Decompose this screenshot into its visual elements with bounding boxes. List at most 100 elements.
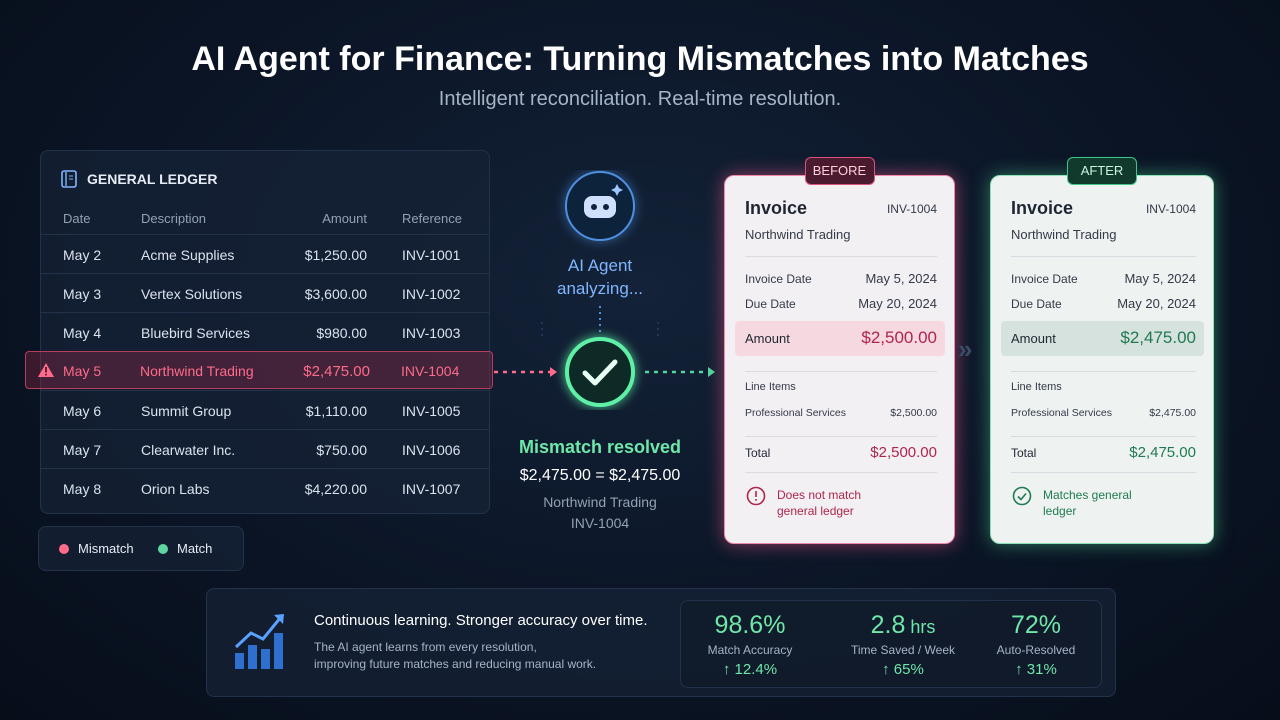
growth-icon [234, 614, 284, 669]
ledger-cell: May 5 [63, 363, 102, 379]
ledger-cell: INV-1002 [402, 286, 461, 302]
column-header: Description [141, 211, 207, 226]
invoice-number: INV-1004 [1145, 202, 1196, 216]
ledger-cell: May 4 [63, 325, 102, 341]
ledger-cell: INV-1005 [402, 403, 461, 419]
field-value: May 5, 2024 [1124, 271, 1196, 286]
separator [1011, 436, 1196, 437]
metric-unit: hrs [910, 617, 936, 637]
card-badge: BEFORE [804, 157, 875, 185]
ledger-cell: Acme Supplies [141, 247, 235, 263]
metric-number: 2.8 [870, 611, 906, 639]
legend-dot [158, 544, 168, 554]
ledger-cell: May 7 [63, 442, 102, 458]
before-card: Invoice INV-1004 Northwind Trading Invoice … [724, 175, 955, 544]
separator [1011, 371, 1196, 372]
metric-value: 98.6% [670, 611, 830, 640]
row-separator [41, 390, 489, 391]
metric-label: Match Accuracy [707, 643, 793, 657]
ledger-cell: $1,250.00 [304, 247, 367, 263]
metric-change: ↑ 65% [882, 661, 924, 678]
field-value: May 20, 2024 [1117, 296, 1196, 311]
total-value: $2,500.00 [870, 444, 937, 461]
separator [745, 256, 937, 257]
invoice-vendor: Northwind Trading [1011, 227, 1117, 242]
metric-label: Time Saved / Week [850, 643, 956, 657]
column-header: Date [63, 211, 91, 226]
ledger-cell: May 8 [63, 481, 102, 497]
row-separator [41, 234, 489, 235]
ledger-cell: Northwind Trading [140, 363, 254, 379]
ledger-cell: Summit Group [141, 403, 232, 419]
mismatch-row-highlight [25, 351, 493, 389]
after-card: Invoice INV-1004 Northwind Trading Invoice … [990, 175, 1214, 544]
title: AI Agent for Finance: Turning Mismatches… [191, 40, 1089, 78]
ledger-cell: Vertex Solutions [141, 286, 243, 302]
field-label: Due Date [1011, 297, 1062, 311]
subtitle: Intelligent reconciliation. Real-time re… [438, 88, 842, 110]
metric-value: 72% [956, 611, 1116, 640]
agent-status: Mismatch resolved [518, 437, 682, 457]
line-item-value: $2,475.00 [1149, 407, 1196, 419]
field-label: Invoice Date [745, 272, 812, 286]
agent-graphic [494, 171, 715, 407]
status-icon [746, 486, 766, 506]
separator [745, 436, 937, 437]
invoice-title: Invoice [745, 198, 808, 218]
ledger-cell: $750.00 [316, 442, 367, 458]
ledger-title: GENERAL LEDGER [87, 171, 218, 187]
field-value: May 20, 2024 [858, 296, 937, 311]
legend-dot [59, 544, 69, 554]
agent-equation: $2,475.00 = $2,475.00 [519, 467, 681, 484]
agent-label: AI Agent analyzing... [557, 256, 643, 298]
invoice-title: Invoice [1011, 198, 1074, 218]
ledger-cell: May 6 [63, 403, 102, 419]
metric-number: 72% [1010, 611, 1062, 639]
status-note: Does not match general ledger [777, 488, 862, 518]
separator [1011, 256, 1196, 257]
line-item-label: Professional Services [745, 407, 846, 419]
ledger-cell: $2,475.00 [303, 363, 370, 380]
amount-value: $2,500.00 [861, 328, 937, 347]
total-label: Total [1011, 446, 1037, 460]
amount-value: $2,475.00 [1120, 328, 1196, 347]
field-label: Invoice Date [1011, 272, 1078, 286]
ledger-cell: May 3 [63, 286, 102, 302]
row-separator [41, 273, 489, 274]
row-separator [41, 468, 489, 469]
metric-number: 98.6% [714, 611, 786, 639]
amount-band [735, 321, 945, 356]
status-note: Matches general ledger [1043, 488, 1132, 518]
ledger-cell: $3,600.00 [304, 286, 367, 302]
ledger-cell: Orion Labs [141, 481, 210, 497]
ledger-cell: May 2 [63, 247, 102, 263]
legend-label: Match [177, 541, 213, 556]
line-item-label: Professional Services [1011, 407, 1112, 419]
total-value: $2,475.00 [1129, 444, 1196, 461]
line-items-label: Line Items [745, 381, 796, 393]
check-icon [1012, 486, 1032, 506]
card-badge: AFTER [1067, 157, 1137, 185]
separator [1011, 472, 1196, 473]
agent-vendor: Northwind Trading [543, 494, 657, 510]
metric-change: ↑ 12.4% [722, 661, 778, 678]
ledger-cell: $980.00 [316, 325, 367, 341]
ledger-cell: INV-1004 [401, 363, 460, 379]
warning-icon [38, 363, 54, 377]
legend-label: Mismatch [78, 541, 134, 556]
row-separator [41, 429, 489, 430]
metric-label: Auto-Resolved [996, 643, 1076, 657]
footer-panel: Continuous learning. Stronger accuracy o… [206, 588, 1116, 697]
legend: Mismatch Match [38, 526, 244, 571]
ledger-panel: GENERAL LEDGER Date Description Amount Refe… [40, 150, 490, 514]
agent-reference: INV-1004 [570, 515, 630, 531]
footer-body: improving future matches and reducing ma… [314, 657, 597, 671]
metric-change: ↑ 31% [1015, 661, 1057, 678]
column-header: Amount [322, 211, 367, 226]
row-separator [41, 312, 489, 313]
ledger-cell: INV-1003 [402, 325, 461, 341]
line-items-label: Line Items [1011, 381, 1062, 393]
field-label: Due Date [745, 297, 796, 311]
ledger-cell: Bluebird Services [141, 325, 250, 341]
